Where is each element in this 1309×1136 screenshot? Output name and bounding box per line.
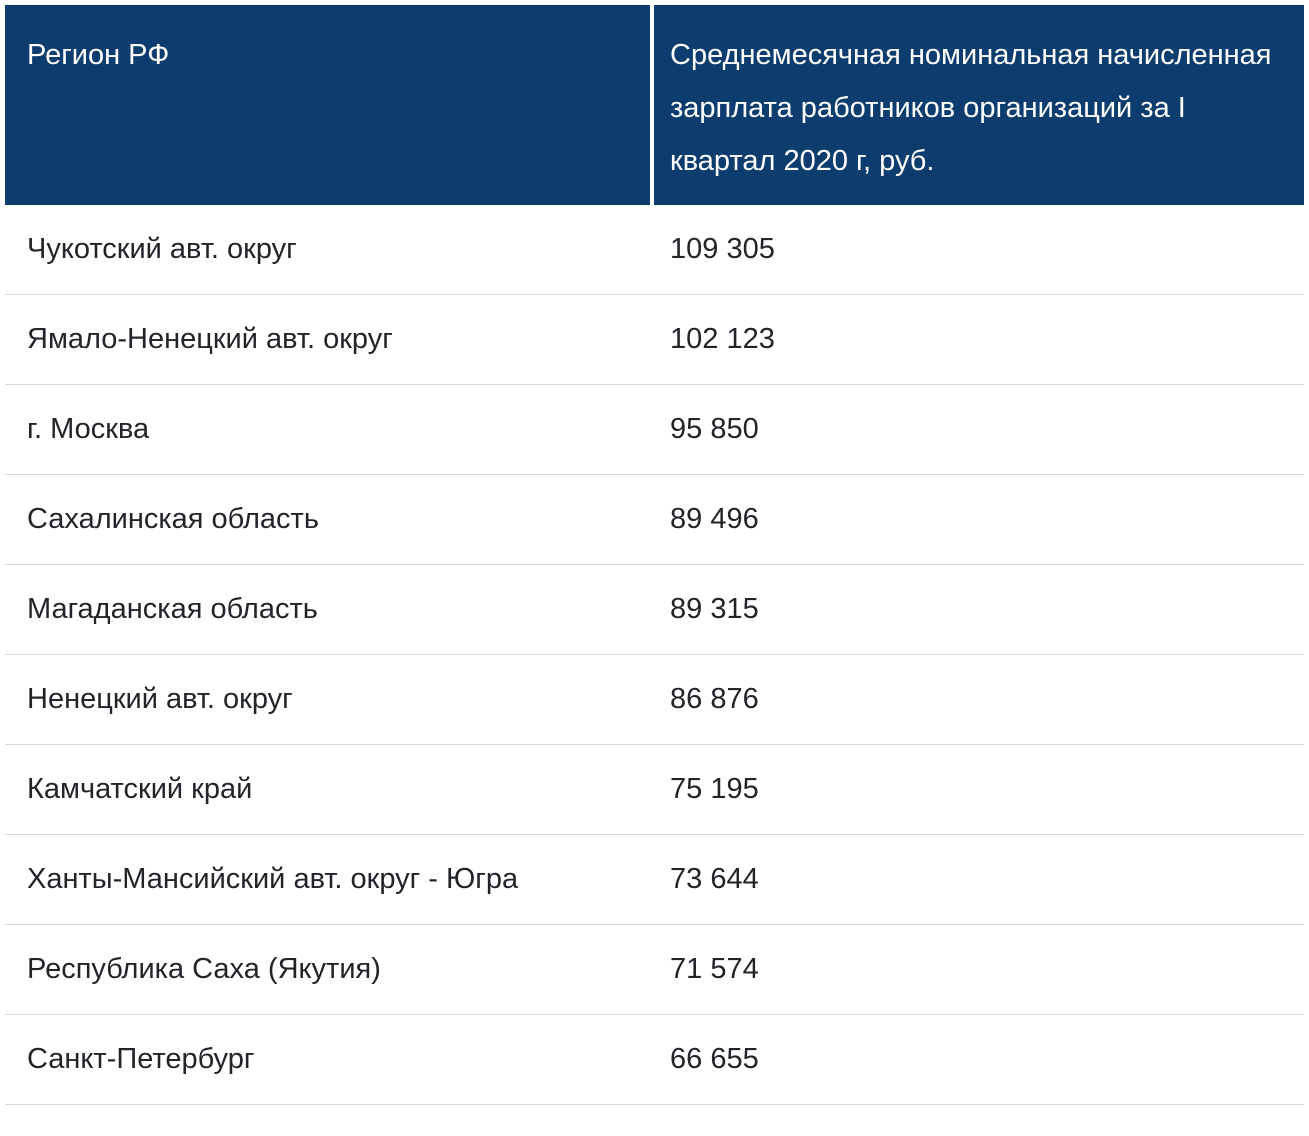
table-row: г. Москва 95 850 [5,385,1304,475]
region-cell: Ненецкий авт. округ [5,655,650,745]
table-row: Республика Саха (Якутия) 71 574 [5,925,1304,1015]
table-row: Магаданская область 89 315 [5,565,1304,655]
salary-cell: 102 123 [650,295,1304,385]
table-row: Санкт-Петербург 66 655 [5,1015,1304,1105]
header-region: Регион РФ [5,5,650,205]
salary-cell: 109 305 [650,205,1304,295]
region-cell: Магаданская область [5,565,650,655]
region-cell: Санкт-Петербург [5,1015,650,1105]
header-row: Регион РФ Среднемесячная номинальная нач… [5,5,1304,205]
table-row: Ямало-Ненецкий авт. округ 102 123 [5,295,1304,385]
salary-cell: 73 644 [650,835,1304,925]
table-row: Камчатский край 75 195 [5,745,1304,835]
table-row: Ненецкий авт. округ 86 876 [5,655,1304,745]
salary-cell: 89 496 [650,475,1304,565]
salary-cell: 71 574 [650,925,1304,1015]
salary-cell: 86 876 [650,655,1304,745]
header-salary: Среднемесячная номинальная начисленная з… [650,5,1304,205]
region-cell: Сахалинская область [5,475,650,565]
region-cell: Ханты-Мансийский авт. округ - Югра [5,835,650,925]
table-row: Сахалинская область 89 496 [5,475,1304,565]
salary-cell: 89 315 [650,565,1304,655]
region-cell: Чукотский авт. округ [5,205,650,295]
table-row: Ханты-Мансийский авт. округ - Югра 73 64… [5,835,1304,925]
table-body: Чукотский авт. округ 109 305 Ямало-Ненец… [5,205,1304,1105]
salary-table: Регион РФ Среднемесячная номинальная нач… [5,5,1304,1105]
salary-cell: 66 655 [650,1015,1304,1105]
region-cell: Ямало-Ненецкий авт. округ [5,295,650,385]
region-cell: Республика Саха (Якутия) [5,925,650,1015]
region-cell: г. Москва [5,385,650,475]
salary-cell: 75 195 [650,745,1304,835]
table-header: Регион РФ Среднемесячная номинальная нач… [5,5,1304,205]
region-cell: Камчатский край [5,745,650,835]
salary-cell: 95 850 [650,385,1304,475]
table-row: Чукотский авт. округ 109 305 [5,205,1304,295]
